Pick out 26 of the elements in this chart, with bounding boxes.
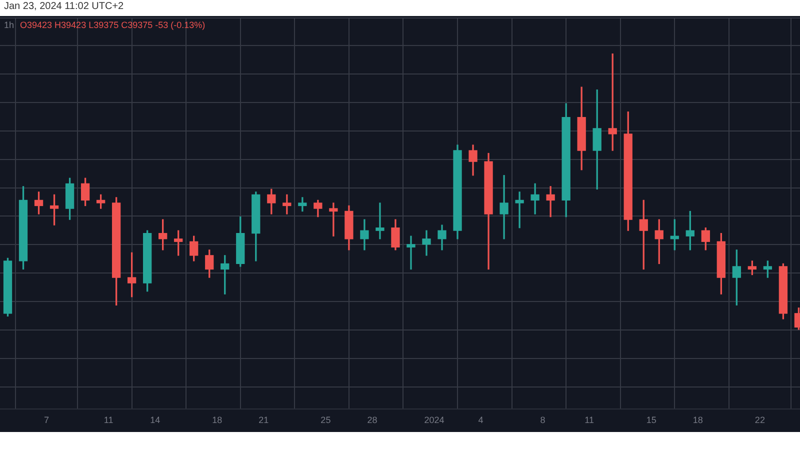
x-tick-label: 22 bbox=[754, 415, 765, 426]
x-tick-label: 18 bbox=[212, 415, 222, 426]
candlestick bbox=[422, 230, 431, 256]
candlestick bbox=[500, 175, 508, 240]
text: Jan 23, 2024 11:02 UTC+2 bbox=[4, 1, 124, 12]
x-tick-label: 25 bbox=[320, 415, 331, 426]
x-tick-label: 8 bbox=[540, 415, 546, 426]
x-tick-label: 18 bbox=[692, 415, 703, 426]
x-tick-label: 14 bbox=[150, 415, 160, 426]
x-tick-label: 21 bbox=[258, 415, 269, 426]
candlestick bbox=[530, 183, 540, 214]
text: 1h bbox=[4, 20, 14, 30]
x-tick-label: 4 bbox=[478, 415, 484, 426]
x-tick-label: 7 bbox=[44, 415, 50, 426]
x-tick-label: 11 bbox=[584, 415, 594, 426]
candlestick bbox=[406, 236, 416, 270]
candlestick bbox=[546, 186, 555, 218]
x-tick-label: 11 bbox=[104, 415, 114, 426]
candlestick bbox=[298, 197, 307, 212]
x-tick-label: 15 bbox=[646, 415, 656, 426]
candlestick bbox=[376, 202, 384, 240]
text: O39423 H39423 L39375 C39375 -53 (-0.13%) bbox=[20, 20, 206, 30]
x-tick-label: 2024 bbox=[424, 415, 444, 426]
x-tick-label: 28 bbox=[367, 415, 378, 426]
candlestick bbox=[515, 192, 524, 228]
candlestick bbox=[329, 202, 338, 236]
